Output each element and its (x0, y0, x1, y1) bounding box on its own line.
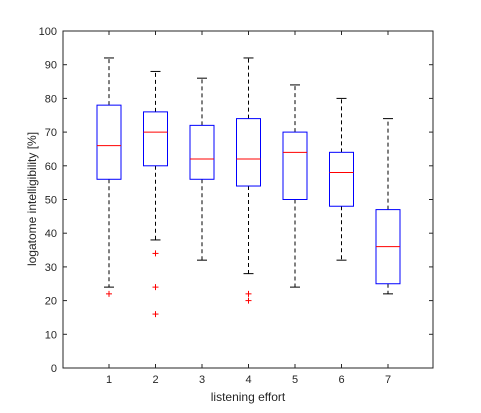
y-tick-label: 0 (51, 363, 57, 375)
x-tick-label: 6 (338, 374, 344, 386)
box-iqr (282, 131, 308, 201)
x-tick-label: 1 (106, 374, 112, 386)
box-3 (189, 77, 215, 261)
box-iqr (96, 104, 122, 180)
outlier-marker (152, 284, 159, 291)
box-6 (329, 97, 354, 261)
outlier-marker (152, 250, 159, 257)
y-tick-label: 40 (45, 228, 57, 240)
y-tick-label: 20 (45, 296, 57, 308)
outlier-marker (152, 311, 159, 318)
y-tick-label: 10 (45, 329, 57, 341)
y-tick-label: 50 (45, 195, 57, 207)
box-iqr (143, 111, 168, 167)
box-iqr (189, 124, 215, 180)
y-axis-title: logatome intelligibility [%] (25, 132, 39, 266)
y-tick-label: 70 (45, 127, 57, 139)
box-7 (375, 118, 401, 295)
box-2 (143, 70, 168, 318)
x-tick-label: 3 (199, 374, 205, 386)
x-axis-title: listening effort (211, 390, 286, 404)
y-tick-label: 90 (45, 60, 57, 72)
box-iqr (236, 118, 261, 187)
y-tick-label: 80 (45, 93, 57, 105)
y-tick-label: 30 (45, 262, 57, 274)
x-tick-label: 4 (245, 374, 251, 386)
y-tick-label: 100 (39, 26, 57, 38)
axis-ticks: 0 10 20 30 40 50 60 70 80 90 100 1 2 3 4 5 6 7 (39, 26, 433, 386)
x-tick-label: 2 (152, 374, 158, 386)
outlier-marker (245, 290, 252, 297)
y-tick-label: 60 (45, 161, 57, 173)
x-tick-label: 5 (292, 374, 298, 386)
box-iqr (329, 151, 354, 207)
box-4 (236, 57, 261, 304)
outlier-marker (106, 290, 112, 297)
box-1 (96, 57, 122, 297)
outlier-marker (245, 297, 252, 304)
x-tick-label: 7 (385, 374, 391, 386)
boxes (96, 57, 401, 318)
box-5 (282, 84, 308, 288)
